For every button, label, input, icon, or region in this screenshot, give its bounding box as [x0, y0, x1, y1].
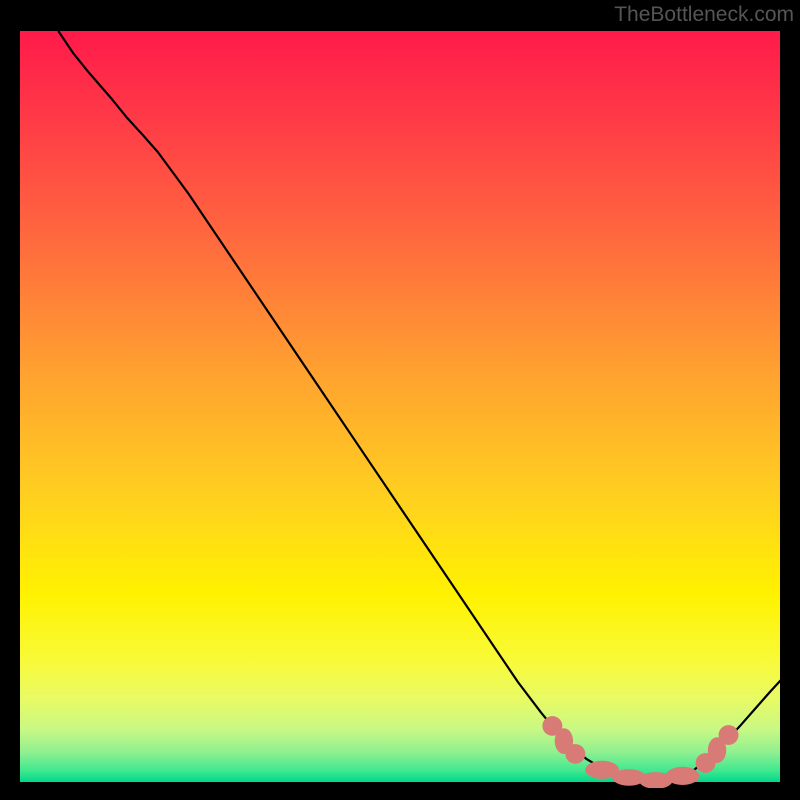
- chart-container: TheBottleneck.com: [0, 0, 800, 800]
- data-marker: [666, 767, 700, 785]
- data-marker: [565, 744, 585, 764]
- watermark-text: TheBottleneck.com: [614, 3, 794, 27]
- chart-svg-layer: [20, 31, 786, 788]
- data-marker: [719, 725, 739, 745]
- plot-frame: [17, 28, 783, 785]
- bottleneck-curve: [58, 31, 786, 781]
